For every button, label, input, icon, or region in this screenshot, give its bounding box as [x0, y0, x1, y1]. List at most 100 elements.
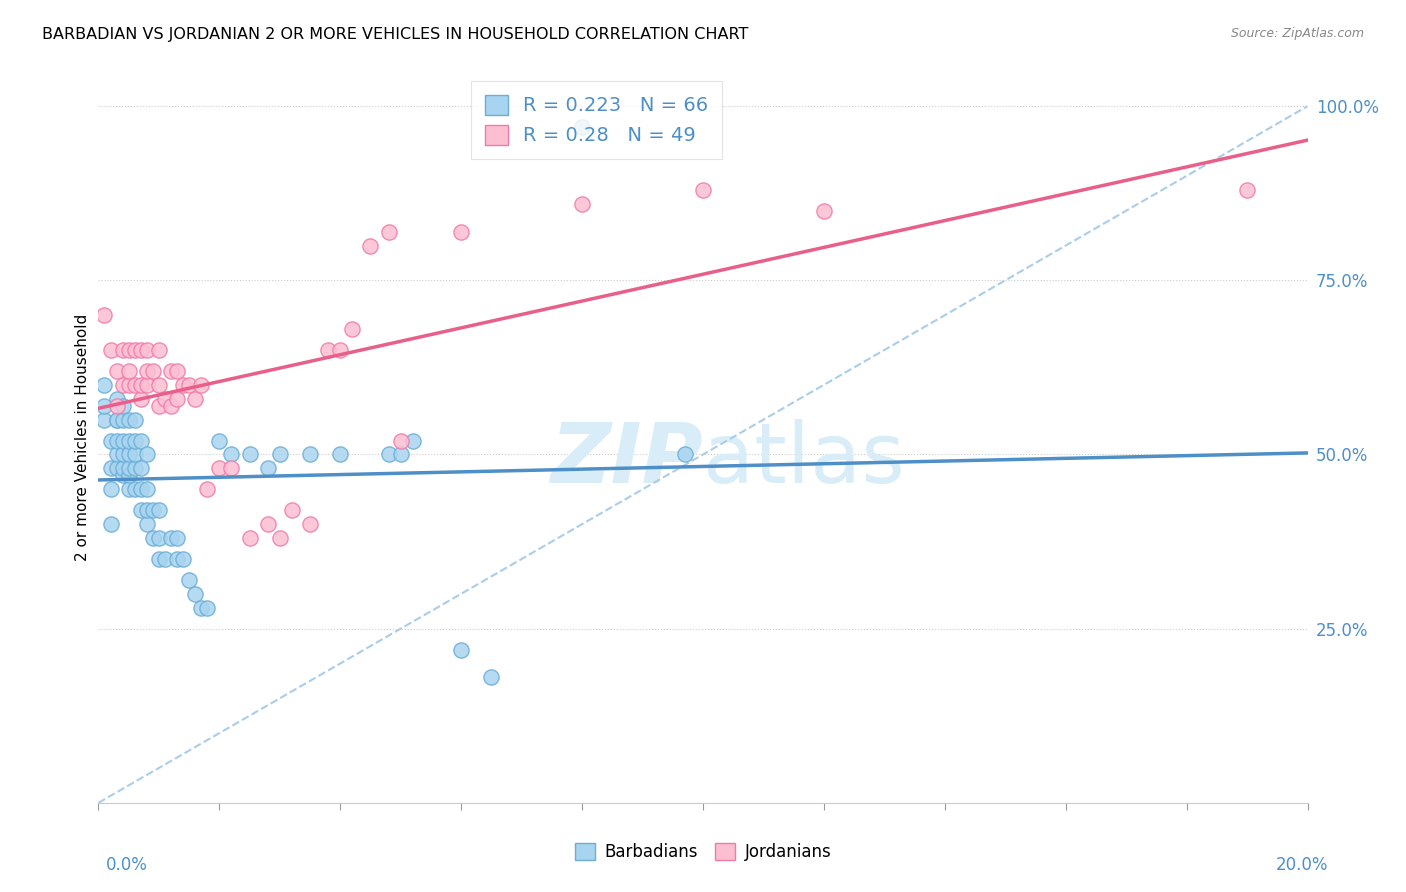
- Point: [166, 364, 188, 378]
- Point: [135, 364, 157, 378]
- Point: [111, 343, 134, 357]
- Point: [100, 434, 122, 448]
- Point: [135, 503, 157, 517]
- Point: [118, 412, 141, 426]
- Point: [105, 448, 128, 462]
- Point: [389, 448, 412, 462]
- Point: [129, 503, 152, 517]
- Point: [256, 517, 278, 532]
- Point: [118, 377, 141, 392]
- Point: [179, 573, 201, 587]
- Point: [105, 412, 128, 426]
- Point: [172, 552, 194, 566]
- Point: [148, 531, 170, 545]
- Point: [129, 377, 152, 392]
- Point: [195, 600, 218, 615]
- Y-axis label: 2 or more Vehicles in Household: 2 or more Vehicles in Household: [75, 313, 90, 561]
- Point: [571, 196, 593, 211]
- Point: [111, 468, 134, 483]
- Point: [316, 343, 339, 357]
- Point: [135, 448, 157, 462]
- Text: 20.0%: 20.0%: [1277, 856, 1329, 874]
- Point: [172, 377, 194, 392]
- Point: [148, 377, 170, 392]
- Point: [148, 399, 170, 413]
- Point: [105, 364, 128, 378]
- Point: [269, 448, 291, 462]
- Point: [692, 183, 714, 197]
- Text: BARBADIAN VS JORDANIAN 2 OR MORE VEHICLES IN HOUSEHOLD CORRELATION CHART: BARBADIAN VS JORDANIAN 2 OR MORE VEHICLE…: [42, 27, 748, 42]
- Point: [118, 461, 141, 475]
- Point: [190, 377, 212, 392]
- Point: [481, 670, 503, 684]
- Point: [129, 483, 152, 497]
- Point: [111, 412, 134, 426]
- Point: [111, 399, 134, 413]
- Point: [377, 448, 399, 462]
- Point: [111, 461, 134, 475]
- Point: [142, 503, 165, 517]
- Point: [135, 343, 157, 357]
- Point: [179, 377, 201, 392]
- Point: [342, 322, 364, 336]
- Point: [377, 225, 399, 239]
- Point: [166, 392, 188, 406]
- Point: [124, 343, 146, 357]
- Point: [129, 434, 152, 448]
- Point: [160, 399, 183, 413]
- Point: [269, 531, 291, 545]
- Point: [124, 448, 146, 462]
- Point: [124, 412, 146, 426]
- Point: [256, 461, 278, 475]
- Point: [100, 483, 122, 497]
- Point: [208, 461, 231, 475]
- Point: [360, 238, 382, 252]
- Point: [142, 364, 165, 378]
- Point: [160, 364, 183, 378]
- Point: [118, 364, 141, 378]
- Point: [105, 399, 128, 413]
- Point: [93, 308, 115, 322]
- Point: [221, 448, 243, 462]
- Text: atlas: atlas: [703, 418, 904, 500]
- Point: [118, 448, 141, 462]
- Point: [124, 483, 146, 497]
- Point: [673, 448, 696, 462]
- Point: [299, 517, 322, 532]
- Point: [118, 434, 141, 448]
- Point: [111, 377, 134, 392]
- Point: [166, 531, 188, 545]
- Point: [124, 434, 146, 448]
- Point: [105, 461, 128, 475]
- Point: [281, 503, 304, 517]
- Text: Source: ZipAtlas.com: Source: ZipAtlas.com: [1230, 27, 1364, 40]
- Point: [402, 434, 425, 448]
- Point: [93, 377, 115, 392]
- Point: [148, 343, 170, 357]
- Point: [195, 483, 218, 497]
- Point: [105, 434, 128, 448]
- Text: 0.0%: 0.0%: [105, 856, 148, 874]
- Point: [142, 531, 165, 545]
- Point: [190, 600, 212, 615]
- Point: [389, 434, 412, 448]
- Point: [239, 448, 262, 462]
- Point: [813, 203, 835, 218]
- Point: [329, 448, 352, 462]
- Point: [166, 552, 188, 566]
- Point: [153, 552, 176, 566]
- Point: [148, 552, 170, 566]
- Point: [129, 343, 152, 357]
- Point: [208, 434, 231, 448]
- Point: [184, 587, 207, 601]
- Legend: Barbadians, Jordanians: Barbadians, Jordanians: [568, 836, 838, 868]
- Point: [100, 517, 122, 532]
- Point: [329, 343, 352, 357]
- Point: [124, 461, 146, 475]
- Point: [129, 461, 152, 475]
- Point: [571, 120, 593, 134]
- Point: [105, 392, 128, 406]
- Point: [100, 343, 122, 357]
- Point: [118, 483, 141, 497]
- Text: ZIP: ZIP: [550, 418, 703, 500]
